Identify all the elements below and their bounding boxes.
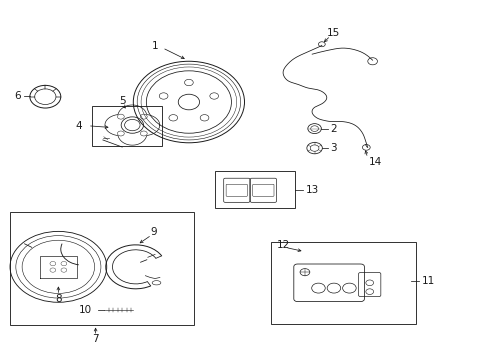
Bar	[215, 171, 295, 208]
Text: 14: 14	[368, 157, 382, 167]
Text: 13: 13	[305, 185, 318, 195]
Text: 1: 1	[152, 41, 159, 51]
Text: 6: 6	[14, 91, 20, 101]
Text: 15: 15	[326, 28, 340, 38]
Text: 10: 10	[79, 305, 92, 315]
Text: 2: 2	[330, 123, 337, 134]
Text: 3: 3	[330, 143, 337, 153]
Text: 11: 11	[421, 276, 434, 286]
Bar	[92, 105, 162, 146]
Text: 7: 7	[92, 334, 99, 345]
Bar	[270, 242, 415, 324]
Text: 5: 5	[119, 96, 126, 106]
Text: 8: 8	[55, 294, 61, 305]
Text: 4: 4	[76, 121, 82, 131]
Text: 12: 12	[276, 239, 289, 249]
Text: 9: 9	[150, 228, 157, 238]
Bar	[10, 212, 193, 325]
